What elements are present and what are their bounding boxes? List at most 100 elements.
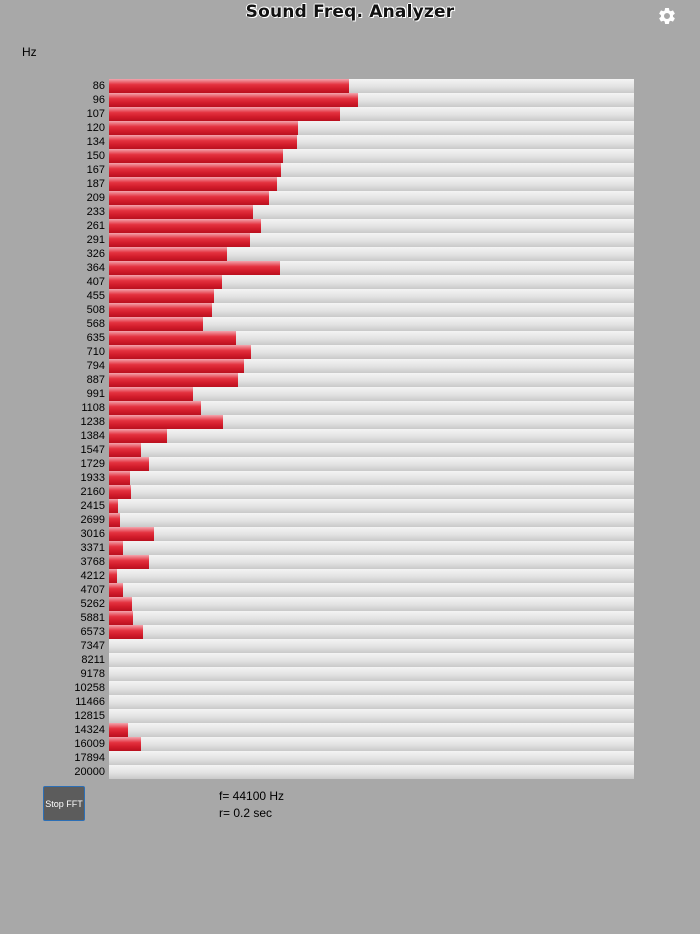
- spectrum-chart: 86 96 107 120 134 150 167 187 209 233 261 291 326 364…: [0, 79, 700, 779]
- amplitude-bar: [109, 443, 141, 457]
- frequency-label: 209: [86, 192, 105, 204]
- frequency-label: 16009: [74, 738, 105, 750]
- frequency-row: 407: [0, 275, 700, 289]
- gear-icon[interactable]: [657, 6, 677, 26]
- bar-track: [109, 499, 634, 513]
- frequency-row: 2415: [0, 499, 700, 513]
- frequency-row: 3768: [0, 555, 700, 569]
- frequency-label: 5262: [80, 598, 105, 610]
- bar-track: [109, 387, 634, 401]
- frequency-label: 107: [86, 108, 105, 120]
- amplitude-bar: [109, 135, 297, 149]
- amplitude-bar: [109, 359, 244, 373]
- frequency-row: 326: [0, 247, 700, 261]
- amplitude-bar: [109, 499, 118, 513]
- frequency-row: 7347: [0, 639, 700, 653]
- frequency-label: 134: [86, 136, 105, 148]
- frequency-label: 187: [86, 178, 105, 190]
- amplitude-bar: [109, 723, 128, 737]
- frequency-row: 261: [0, 219, 700, 233]
- frequency-label: 9178: [80, 668, 105, 680]
- bar-track: [109, 429, 634, 443]
- bar-track: [109, 247, 634, 261]
- frequency-label: 20000: [74, 766, 105, 778]
- bar-track: [109, 639, 634, 653]
- frequency-row: 364: [0, 261, 700, 275]
- amplitude-bar: [109, 513, 120, 527]
- frequency-row: 86: [0, 79, 700, 93]
- bar-track: [109, 93, 634, 107]
- frequency-label: 1238: [80, 416, 105, 428]
- frequency-label: 233: [86, 206, 105, 218]
- frequency-row: 167: [0, 163, 700, 177]
- frequency-row: 107: [0, 107, 700, 121]
- frequency-label: 17894: [74, 752, 105, 764]
- bar-track: [109, 737, 634, 751]
- bar-track: [109, 443, 634, 457]
- bar-track: [109, 303, 634, 317]
- bar-track: [109, 205, 634, 219]
- amplitude-bar: [109, 79, 349, 93]
- frequency-row: 17894: [0, 751, 700, 765]
- frequency-label: 710: [86, 346, 105, 358]
- frequency-row: 1729: [0, 457, 700, 471]
- bar-track: [109, 373, 634, 387]
- frequency-label: 6573: [80, 626, 105, 638]
- frequency-label: 1547: [80, 444, 105, 456]
- amplitude-bar: [109, 247, 227, 261]
- bar-track: [109, 177, 634, 191]
- bar-track: [109, 765, 634, 779]
- frequency-row: 3016: [0, 527, 700, 541]
- amplitude-bar: [109, 163, 281, 177]
- stop-fft-button[interactable]: Stop FFT: [43, 786, 85, 821]
- bar-track: [109, 345, 634, 359]
- frequency-label: 261: [86, 220, 105, 232]
- bar-track: [109, 415, 634, 429]
- frequency-label: 11466: [75, 696, 105, 708]
- amplitude-bar: [109, 219, 261, 233]
- frequency-row: 9178: [0, 667, 700, 681]
- unit-label: Hz: [22, 45, 37, 59]
- frequency-row: 120: [0, 121, 700, 135]
- app-title: Sound Freq. Analyzer: [245, 2, 455, 22]
- bar-track: [109, 163, 634, 177]
- frequency-row: 10258: [0, 681, 700, 695]
- frequency-label: 1933: [80, 472, 105, 484]
- amplitude-bar: [109, 527, 154, 541]
- amplitude-bar: [109, 317, 203, 331]
- frequency-label: 3016: [80, 528, 105, 540]
- bar-track: [109, 653, 634, 667]
- bar-track: [109, 191, 634, 205]
- frequency-row: 1108: [0, 401, 700, 415]
- frequency-row: 991: [0, 387, 700, 401]
- amplitude-bar: [109, 191, 269, 205]
- bar-track: [109, 121, 634, 135]
- frequency-row: 887: [0, 373, 700, 387]
- frequency-label: 887: [86, 374, 105, 386]
- frequency-label: 3768: [80, 556, 105, 568]
- bar-track: [109, 583, 634, 597]
- frequency-label: 5881: [80, 612, 105, 624]
- bar-track: [109, 555, 634, 569]
- frequency-label: 167: [86, 164, 105, 176]
- amplitude-bar: [109, 345, 251, 359]
- frequency-label: 2160: [80, 486, 105, 498]
- amplitude-bar: [109, 485, 131, 499]
- frequency-row: 710: [0, 345, 700, 359]
- frequency-label: 1729: [80, 458, 105, 470]
- amplitude-bar: [109, 373, 238, 387]
- bar-track: [109, 723, 634, 737]
- bar-track: [109, 611, 634, 625]
- frequency-label: 326: [86, 248, 105, 260]
- bar-track: [109, 709, 634, 723]
- amplitude-bar: [109, 401, 201, 415]
- frequency-label: 794: [86, 360, 105, 372]
- frequency-row: 6573: [0, 625, 700, 639]
- amplitude-bar: [109, 121, 298, 135]
- amplitude-bar: [109, 275, 222, 289]
- frequency-label: 455: [86, 290, 105, 302]
- sample-rate-label: f= 44100 Hz: [219, 789, 285, 803]
- frequency-row: 568: [0, 317, 700, 331]
- frequency-label: 635: [86, 332, 105, 344]
- bar-track: [109, 219, 634, 233]
